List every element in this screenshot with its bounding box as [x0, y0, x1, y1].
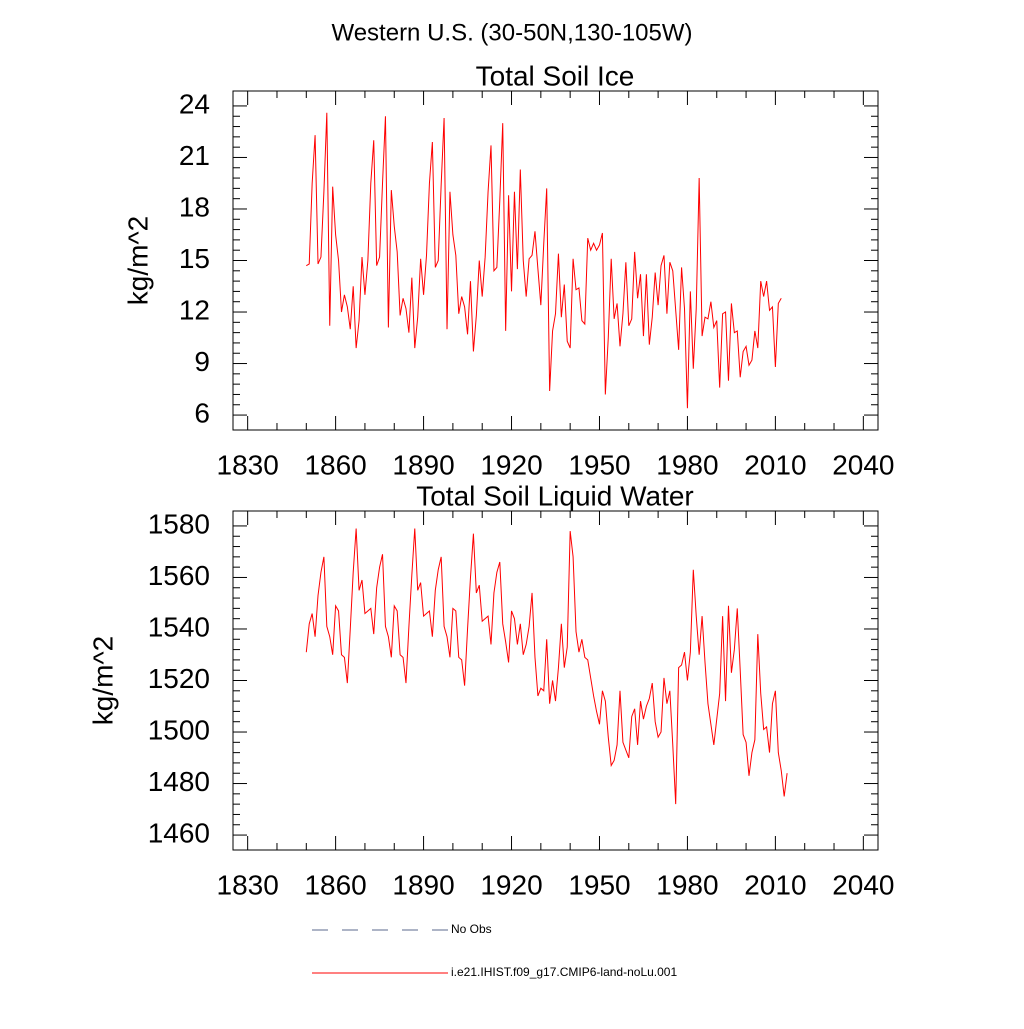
- y-tick-label: 15: [179, 243, 210, 274]
- x-tick-label: 1980: [656, 869, 718, 900]
- data-line: [305, 528, 788, 805]
- plot-frame: [232, 510, 879, 851]
- legend-label: No Obs: [451, 922, 492, 936]
- figure-title: Western U.S. (30-50N,130-105W): [331, 19, 692, 46]
- panel: Total Soil Liquid Water kg/m^2 1460 1480 150…: [87, 480, 894, 900]
- x-tick-label: 1920: [480, 869, 542, 900]
- legend-label: i.e21.IHIST.f09_g17.CMIP6-land-noLu.001: [451, 965, 677, 979]
- plot-frame: [232, 90, 879, 431]
- y-axis-label: kg/m^2: [87, 636, 118, 725]
- y-tick-label: 12: [179, 294, 210, 325]
- x-tick-label: 1980: [656, 449, 718, 480]
- y-tick-label: 1560: [148, 560, 210, 591]
- x-tick-label: 2040: [832, 449, 894, 480]
- y-tick-label: 21: [179, 140, 210, 171]
- x-tick-label: 1950: [568, 449, 630, 480]
- x-tick-label: 1860: [304, 869, 366, 900]
- data-line: [306, 112, 782, 409]
- y-tick-label: 1460: [148, 817, 210, 848]
- x-tick-label: 1950: [568, 869, 630, 900]
- panel: Total Soil Ice kg/m^2 6 9 12 15 18 21 24 1830 1860…: [122, 60, 894, 480]
- y-tick-label: 1500: [148, 714, 210, 745]
- y-tick-label: 24: [179, 88, 210, 119]
- y-tick-label: 1520: [148, 663, 210, 694]
- y-tick-label: 18: [179, 191, 210, 222]
- x-tick-label: 1860: [304, 449, 366, 480]
- x-tick-label: 2010: [744, 869, 806, 900]
- y-tick-label: 1480: [148, 766, 210, 797]
- x-tick-label: 1890: [392, 449, 454, 480]
- legend: No Obs i.e21.IHIST.f09_g17.CMIP6-land-noL…: [312, 922, 677, 979]
- y-tick-label: 1580: [148, 508, 210, 539]
- x-tick-label: 1830: [217, 869, 279, 900]
- x-tick-label: 1830: [217, 449, 279, 480]
- y-tick-label: 1540: [148, 611, 210, 642]
- y-tick-label: 9: [194, 346, 210, 377]
- x-tick-label: 1890: [392, 869, 454, 900]
- y-tick-label: 6: [194, 397, 210, 428]
- x-tick-label: 2010: [744, 449, 806, 480]
- chart-title: Total Soil Liquid Water: [416, 480, 694, 511]
- x-tick-label: 1920: [480, 449, 542, 480]
- y-axis-label: kg/m^2: [122, 216, 153, 305]
- chart-title: Total Soil Ice: [476, 60, 635, 91]
- x-tick-label: 2040: [832, 869, 894, 900]
